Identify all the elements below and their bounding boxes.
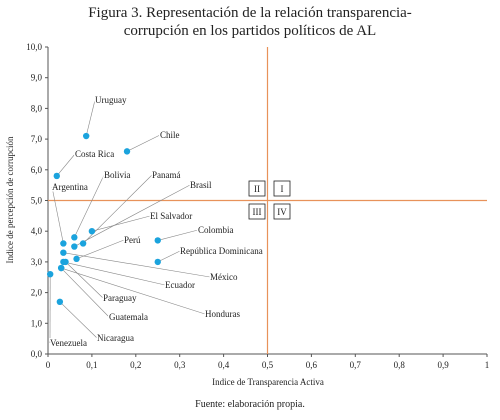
point-label: República Dominicana [180,246,263,256]
point [155,237,161,243]
x-tick-label: 0 [46,360,51,370]
quadrant-label: I [281,184,284,194]
y-tick-label: 9,0 [31,73,43,83]
point [57,299,63,305]
x-tick-label: 0,8 [394,360,406,370]
quadrant-label: III [253,207,262,217]
leader-line [57,154,75,176]
leader-line [158,251,180,262]
point [83,133,89,139]
y-tick-label: 5,0 [31,196,43,206]
x-tick-label: 0,9 [437,360,449,370]
chart-title: corrupción en los partidos políticos de … [124,23,376,39]
leader-line [158,230,198,240]
point [71,243,77,249]
y-tick-label: 3,0 [31,257,43,267]
point [71,234,77,240]
chart-title: Figura 3. Representación de la relación … [88,5,412,21]
leader-line [92,216,150,231]
leader-line [86,100,95,136]
point-label: El Salvador [150,211,192,221]
leader-line [60,302,97,338]
point-label: Ecuador [165,280,195,290]
point-label: México [210,272,238,282]
y-tick-label: 8,0 [31,103,43,113]
x-tick-label: 0,4 [218,360,230,370]
leader-line [61,268,205,314]
point [80,240,86,246]
source-note: Fuente: elaboración propia. [195,399,305,410]
leader-line [52,187,63,243]
point [89,228,95,234]
y-tick-label: 10,0 [26,42,42,52]
x-axis-label: Indice de Transparencia Activa [212,377,324,387]
y-axis-label: Indice de percepción de corrupción [5,136,15,263]
point-label: Uruguay [95,95,127,105]
point-label: Colombia [198,225,234,235]
point-label: Argentina [52,182,88,192]
y-tick-label: 6,0 [31,165,43,175]
quadrant-label: IV [277,207,287,217]
y-tick-label: 7,0 [31,134,43,144]
x-tick-label: 0,1 [86,360,97,370]
leader-line [63,253,210,277]
point [124,148,130,154]
point-label: Costa Rica [75,149,114,159]
x-tick-label: 0,6 [306,360,318,370]
point [60,240,66,246]
point-label: Bolivia [104,170,131,180]
y-tick-label: 4,0 [31,226,43,236]
point-label: Honduras [205,309,240,319]
quadrant-label: II [254,184,260,194]
x-tick-label: 0,2 [130,360,141,370]
point [54,173,60,179]
point-label: Guatemala [109,312,148,322]
leader-line [127,135,160,151]
x-tick-label: 0,5 [262,360,274,370]
point [60,249,66,255]
y-tick-label: 0,0 [31,349,43,359]
point [73,256,79,262]
point [58,265,64,271]
point-label: Venezuela [50,338,87,348]
point [47,271,53,277]
x-tick-label: 1 [485,360,490,370]
x-tick-label: 0,7 [350,360,362,370]
point [62,259,68,265]
point [155,259,161,265]
x-tick-label: 0,3 [174,360,186,370]
leader-line [66,262,103,298]
y-tick-label: 2,0 [31,288,43,298]
point-label: Paraguay [103,293,137,303]
point-label: Perú [124,235,141,245]
y-tick-label: 1,0 [31,318,43,328]
point-label: Nicaragua [97,333,134,343]
point-label: Brasil [190,180,212,190]
point-label: Chile [160,130,180,140]
point-label: Panamá [152,170,181,180]
